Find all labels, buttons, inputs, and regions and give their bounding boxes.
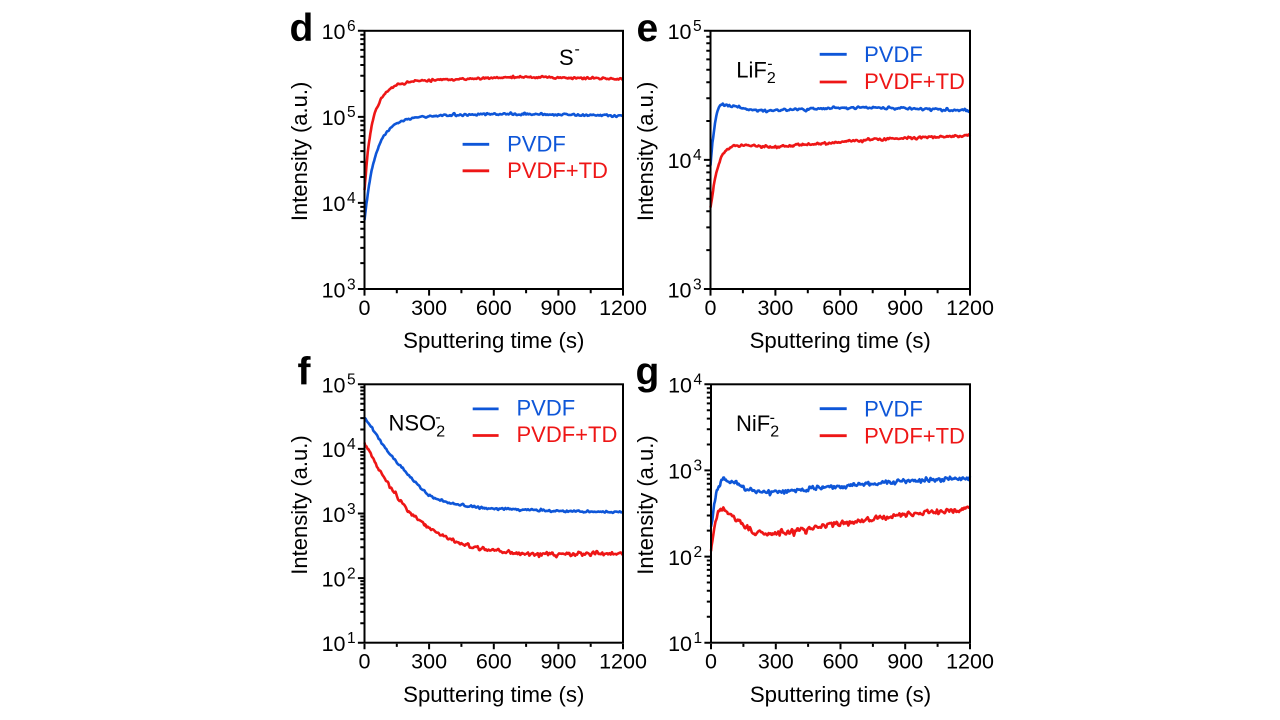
svg-text:d: d bbox=[290, 7, 314, 50]
svg-text:PVDF: PVDF bbox=[864, 396, 923, 421]
svg-text:PVDF+TD: PVDF+TD bbox=[864, 424, 965, 449]
svg-text:3: 3 bbox=[347, 276, 356, 293]
svg-text:PVDF: PVDF bbox=[864, 42, 923, 67]
svg-text:f: f bbox=[298, 351, 312, 394]
svg-text:900: 900 bbox=[887, 296, 923, 320]
svg-text:1200: 1200 bbox=[599, 296, 647, 320]
svg-text:PVDF: PVDF bbox=[517, 396, 576, 421]
svg-text:PVDF+TD: PVDF+TD bbox=[517, 422, 618, 447]
svg-text:1200: 1200 bbox=[946, 650, 994, 674]
svg-text:NiF: NiF bbox=[736, 411, 770, 436]
svg-text:10: 10 bbox=[322, 438, 346, 462]
svg-text:4: 4 bbox=[347, 190, 356, 207]
svg-text:Intensity (a.u.): Intensity (a.u.) bbox=[633, 82, 658, 221]
svg-text:0: 0 bbox=[359, 296, 371, 320]
svg-text:Intensity (a.u.): Intensity (a.u.) bbox=[287, 435, 312, 574]
svg-text:10: 10 bbox=[322, 20, 346, 44]
svg-text:Intensity (a.u.): Intensity (a.u.) bbox=[287, 82, 312, 221]
svg-text:600: 600 bbox=[823, 650, 859, 674]
svg-text:10: 10 bbox=[668, 374, 692, 398]
svg-text:S: S bbox=[559, 45, 574, 70]
svg-text:5: 5 bbox=[347, 372, 356, 389]
svg-text:1200: 1200 bbox=[599, 650, 647, 674]
svg-text:5: 5 bbox=[693, 18, 702, 35]
svg-text:10: 10 bbox=[322, 192, 346, 216]
svg-text:900: 900 bbox=[887, 650, 923, 674]
svg-text:4: 4 bbox=[347, 436, 356, 453]
svg-text:600: 600 bbox=[822, 296, 858, 320]
svg-text:10: 10 bbox=[668, 149, 692, 173]
svg-text:NSO: NSO bbox=[389, 411, 437, 436]
svg-text:1: 1 bbox=[347, 630, 356, 647]
svg-text:2: 2 bbox=[770, 424, 779, 441]
svg-text:Sputtering time (s): Sputtering time (s) bbox=[403, 328, 584, 353]
svg-text:3: 3 bbox=[693, 276, 702, 293]
svg-text:1: 1 bbox=[694, 630, 703, 647]
svg-text:10: 10 bbox=[668, 460, 692, 484]
svg-text:6: 6 bbox=[347, 18, 356, 35]
svg-text:300: 300 bbox=[411, 650, 447, 674]
svg-text:PVDF+TD: PVDF+TD bbox=[507, 158, 608, 183]
svg-text:Intensity (a.u.): Intensity (a.u.) bbox=[633, 435, 658, 574]
svg-text:2: 2 bbox=[436, 423, 445, 440]
svg-text:10: 10 bbox=[322, 632, 346, 656]
svg-text:g: g bbox=[636, 351, 660, 394]
svg-text:10: 10 bbox=[322, 278, 346, 302]
svg-text:2: 2 bbox=[347, 565, 356, 582]
svg-text:10: 10 bbox=[322, 503, 346, 527]
svg-text:300: 300 bbox=[411, 296, 447, 320]
svg-text:0: 0 bbox=[705, 296, 717, 320]
svg-text:Sputtering time (s): Sputtering time (s) bbox=[750, 682, 931, 707]
svg-text:300: 300 bbox=[757, 296, 793, 320]
svg-text:900: 900 bbox=[540, 296, 576, 320]
svg-text:-: - bbox=[575, 41, 580, 58]
svg-text:300: 300 bbox=[758, 650, 794, 674]
svg-text:0: 0 bbox=[705, 650, 717, 674]
svg-text:10: 10 bbox=[668, 278, 692, 302]
svg-text:Sputtering time (s): Sputtering time (s) bbox=[403, 682, 584, 707]
svg-text:-: - bbox=[767, 56, 772, 73]
svg-text:3: 3 bbox=[347, 501, 356, 518]
svg-text:PVDF: PVDF bbox=[507, 132, 566, 157]
svg-text:3: 3 bbox=[694, 458, 703, 475]
svg-text:10: 10 bbox=[668, 632, 692, 656]
svg-text:600: 600 bbox=[476, 296, 512, 320]
svg-text:LiF: LiF bbox=[736, 57, 767, 82]
svg-text:-: - bbox=[435, 409, 440, 426]
svg-text:e: e bbox=[637, 7, 659, 50]
svg-text:2: 2 bbox=[694, 544, 703, 561]
svg-text:PVDF+TD: PVDF+TD bbox=[864, 69, 965, 94]
svg-text:600: 600 bbox=[476, 650, 512, 674]
svg-text:10: 10 bbox=[668, 20, 692, 44]
svg-text:4: 4 bbox=[694, 372, 703, 389]
svg-text:10: 10 bbox=[322, 106, 346, 130]
svg-text:5: 5 bbox=[347, 104, 356, 121]
svg-text:1200: 1200 bbox=[946, 296, 994, 320]
svg-text:900: 900 bbox=[540, 650, 576, 674]
svg-text:-: - bbox=[770, 409, 775, 426]
svg-text:10: 10 bbox=[322, 567, 346, 591]
svg-text:0: 0 bbox=[359, 650, 371, 674]
svg-text:Sputtering time (s): Sputtering time (s) bbox=[750, 328, 931, 353]
svg-text:4: 4 bbox=[693, 147, 702, 164]
svg-text:10: 10 bbox=[322, 374, 346, 398]
svg-text:10: 10 bbox=[668, 546, 692, 570]
svg-text:2: 2 bbox=[767, 70, 776, 87]
